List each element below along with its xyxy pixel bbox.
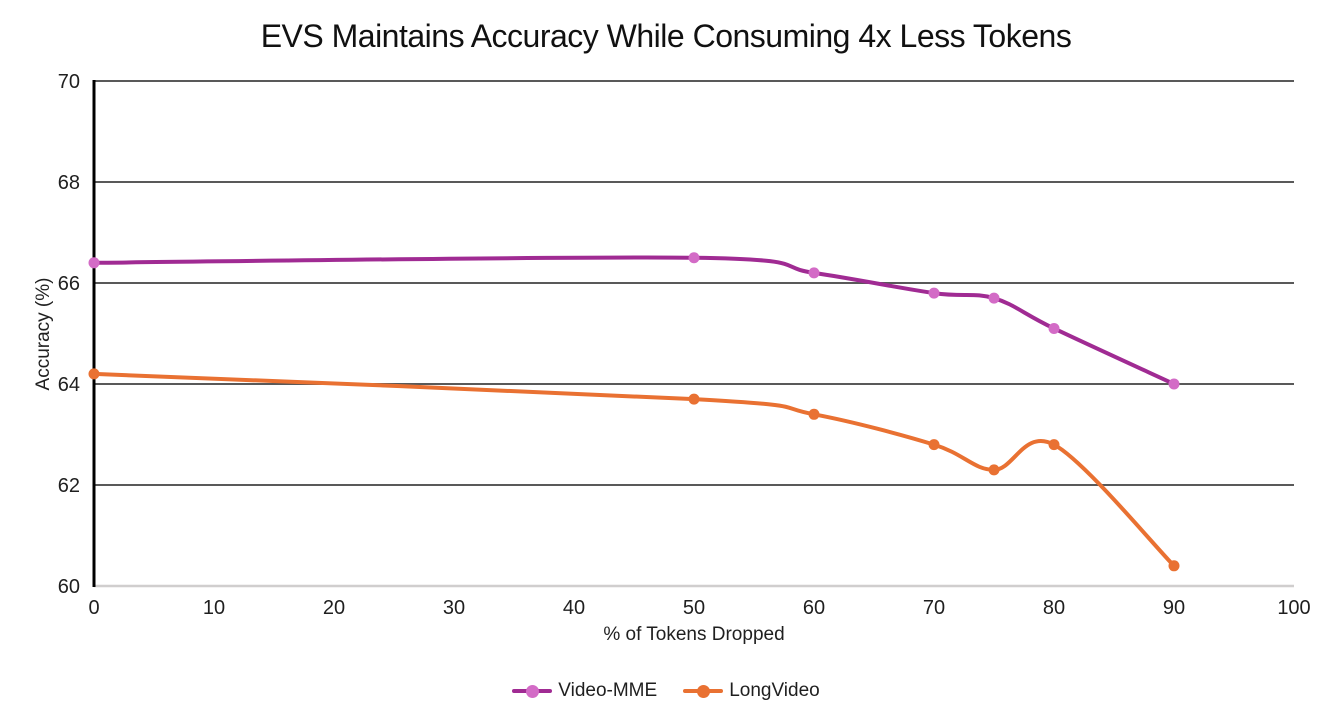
legend: Video-MME LongVideo bbox=[0, 680, 1332, 702]
data-point-longvideo-x70 bbox=[928, 439, 940, 451]
longvideo-marker-icon bbox=[697, 684, 711, 698]
y-tick-label-70: 70 bbox=[58, 71, 80, 93]
x-tick-label-0: 0 bbox=[88, 597, 99, 619]
chart-title: EVS Maintains Accuracy While Consuming 4… bbox=[260, 18, 1072, 54]
y-tick-label-64: 64 bbox=[58, 374, 80, 396]
x-tick-label-90: 90 bbox=[1163, 597, 1185, 619]
x-tick-label-60: 60 bbox=[803, 597, 825, 619]
legend-label-longvideo: LongVideo bbox=[729, 680, 820, 701]
y-tick-label-68: 68 bbox=[58, 172, 80, 194]
data-point-longvideo-x75 bbox=[988, 464, 1000, 476]
y-tick-label-62: 62 bbox=[58, 475, 80, 497]
x-tick-label-40: 40 bbox=[563, 597, 585, 619]
x-tick-label-80: 80 bbox=[1043, 597, 1065, 619]
series-line-video-mme bbox=[92, 255, 1176, 386]
y-tick-label-66: 66 bbox=[58, 273, 80, 295]
data-point-video-mme-x60 bbox=[808, 267, 820, 279]
x-tick-label-30: 30 bbox=[443, 597, 465, 619]
data-point-longvideo-x90 bbox=[1168, 560, 1180, 572]
series-line-longvideo bbox=[92, 371, 1176, 568]
video-mme-marker-icon bbox=[526, 684, 540, 698]
legend-label-video-mme: Video-MME bbox=[558, 680, 658, 701]
data-point-longvideo-x60 bbox=[808, 408, 820, 420]
y-tick-label-60: 60 bbox=[58, 576, 80, 598]
x-axis-title: % of Tokens Dropped bbox=[603, 624, 785, 645]
x-tick-label-70: 70 bbox=[923, 597, 945, 619]
x-tick-label-20: 20 bbox=[323, 597, 345, 619]
x-tick-label-100: 100 bbox=[1277, 597, 1310, 619]
legend-item-video-mme: Video-MME bbox=[512, 680, 657, 702]
legend-item-longvideo: LongVideo bbox=[683, 680, 820, 702]
data-point-video-mme-x90 bbox=[1168, 378, 1180, 390]
data-point-longvideo-x0 bbox=[88, 368, 100, 380]
longvideo-legend-swatch bbox=[683, 684, 724, 698]
data-point-longvideo-x50 bbox=[688, 393, 700, 405]
data-point-video-mme-x50 bbox=[688, 252, 700, 264]
data-point-video-mme-x70 bbox=[928, 287, 940, 299]
x-tick-label-50: 50 bbox=[683, 597, 705, 619]
data-point-video-mme-x0 bbox=[88, 257, 100, 269]
video-mme-legend-swatch bbox=[512, 684, 553, 698]
data-point-longvideo-x80 bbox=[1048, 439, 1060, 451]
data-point-video-mme-x75 bbox=[988, 292, 1000, 304]
y-axis-title: Accuracy (%) bbox=[33, 277, 54, 391]
data-point-video-mme-x80 bbox=[1048, 322, 1060, 334]
x-tick-label-10: 10 bbox=[203, 597, 225, 619]
